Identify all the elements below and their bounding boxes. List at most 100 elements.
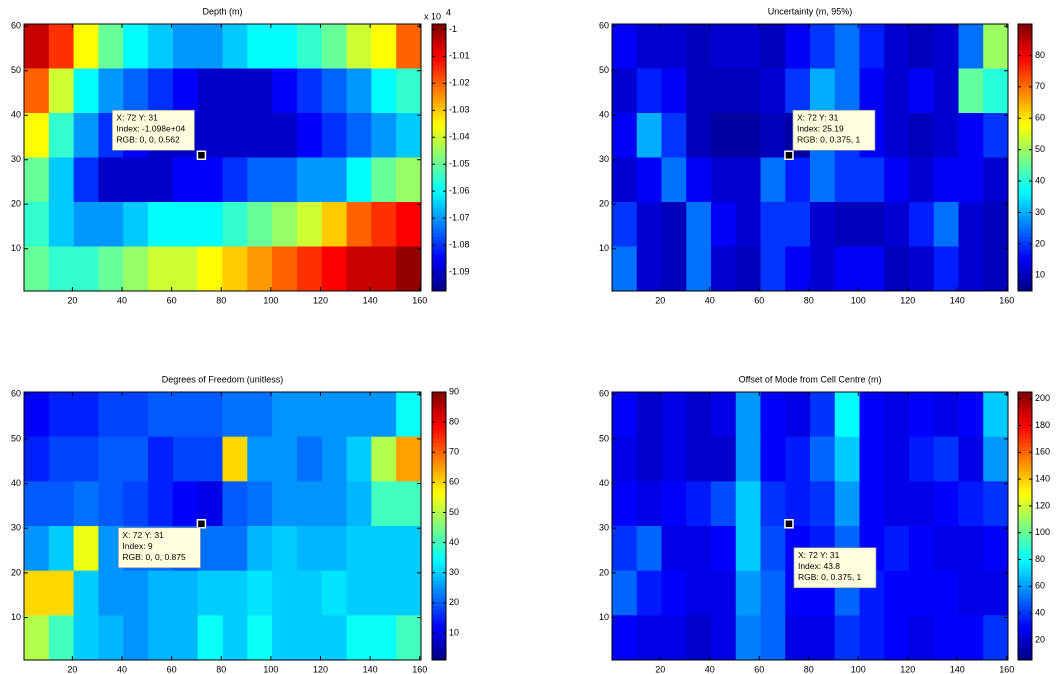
colorbar-swatch (432, 438, 446, 443)
heat-cell (197, 24, 223, 69)
colorbar-swatch (1018, 517, 1032, 523)
heat-cell (909, 526, 935, 572)
heat-cell (247, 615, 273, 661)
colorbar-swatch (1018, 618, 1032, 623)
heat-cell (958, 246, 984, 292)
heat-cell (735, 202, 761, 247)
datatip-line: RGB: 0, 0, 0.875 (122, 552, 186, 562)
heat-cell (760, 68, 786, 114)
colorbar-swatch (1018, 103, 1032, 108)
colorbar-box (431, 391, 447, 661)
heat-cell (197, 570, 223, 616)
y-tick-label: 40 (599, 110, 609, 120)
heat-cell (983, 392, 1009, 438)
heat-cell (859, 481, 885, 527)
colorbar-swatch (432, 207, 446, 213)
heat-cell (859, 246, 885, 292)
heat-cell (661, 526, 687, 572)
heat-cell (98, 24, 124, 69)
x-tick-label: 100 (263, 664, 278, 674)
colorbar-swatch (1018, 57, 1032, 63)
datatip-line: X: 72 Y: 31 (797, 113, 839, 123)
heat-cell (321, 436, 348, 482)
heat-cell (98, 68, 124, 114)
heat-cell (760, 157, 786, 203)
heat-cell (686, 570, 712, 616)
colorbar-swatch (432, 153, 446, 158)
colorbar-swatch (1018, 249, 1032, 254)
colorbar-swatch (1018, 199, 1032, 204)
colorbar-tick-label: 70 (1035, 81, 1045, 91)
colorbar-swatch (432, 32, 446, 38)
heat-cell (958, 570, 984, 616)
heat-cell (222, 481, 248, 527)
heat-cell (884, 24, 910, 69)
heat-cell (909, 436, 935, 482)
heat-cell (785, 615, 811, 661)
heat-cell (48, 24, 75, 69)
heat-cell (785, 68, 811, 114)
colorbar-swatch (432, 551, 446, 556)
heat-cell (98, 615, 124, 661)
heat-cell (396, 526, 422, 572)
heat-cell (98, 436, 124, 482)
heat-cell (909, 615, 935, 661)
heat-cell (321, 24, 348, 69)
colorbar-swatch (1018, 215, 1032, 221)
colorbar-swatch (1018, 128, 1032, 133)
heat-cell (834, 24, 860, 69)
x-tick-label: 160 (412, 664, 427, 674)
colorbar-swatch (432, 211, 446, 217)
colorbar-swatch (1018, 576, 1032, 581)
heat-cell (296, 113, 323, 158)
heat-cell (197, 157, 223, 203)
colorbar-swatch (432, 605, 446, 611)
colorbar-multiplier: x 10 (424, 11, 441, 21)
heat-cell (711, 526, 737, 572)
heat-cell (73, 113, 99, 158)
colorbar-swatch (1018, 265, 1032, 271)
y-tick-label: 50 (599, 65, 609, 75)
colorbar-swatch (432, 165, 446, 171)
colorbar-swatch (432, 240, 446, 246)
heat-cell (48, 615, 75, 661)
colorbar-swatch (1018, 94, 1032, 100)
colorbar-tick-label: 10 (449, 627, 459, 637)
colorbar-swatch (432, 103, 446, 108)
colorbar-swatch (432, 224, 446, 229)
heat-cell (346, 436, 372, 482)
heat-cell (612, 392, 638, 438)
heat-cell (222, 113, 248, 158)
colorbar-swatch (432, 618, 446, 623)
heat-cell (197, 526, 223, 572)
colorbar-tick-label: 60 (1035, 113, 1045, 123)
heat-cell (884, 202, 910, 247)
colorbar-swatch (432, 484, 446, 489)
heat-cell (636, 24, 662, 69)
heat-cell (321, 615, 348, 661)
heat-cell (272, 202, 298, 247)
axes-box (611, 23, 1009, 292)
heat-cell (612, 246, 638, 292)
colorbar-tick-label: 100 (1035, 527, 1050, 537)
heat-cell (148, 68, 174, 114)
colorbar-swatch (1018, 90, 1032, 96)
colorbar-swatch (432, 182, 446, 188)
colorbar-swatch (432, 534, 446, 540)
colorbar-swatch (432, 572, 446, 577)
colorbar-swatch (1018, 211, 1032, 217)
heat-cell (346, 570, 372, 616)
datatip-marker (196, 150, 207, 161)
colorbar-swatch (1018, 124, 1032, 129)
heat-cell (371, 436, 397, 482)
colorbar-swatch (432, 442, 446, 447)
y-tick-label: 10 (599, 243, 609, 253)
colorbar-swatch (432, 94, 446, 100)
colorbar-swatch (1018, 433, 1032, 439)
colorbar-tick-label: 70 (449, 447, 459, 457)
y-tick-label: 50 (599, 433, 609, 443)
y-tick-label: 60 (599, 21, 609, 31)
heat-cell (859, 68, 885, 114)
heat-cell (247, 570, 273, 616)
